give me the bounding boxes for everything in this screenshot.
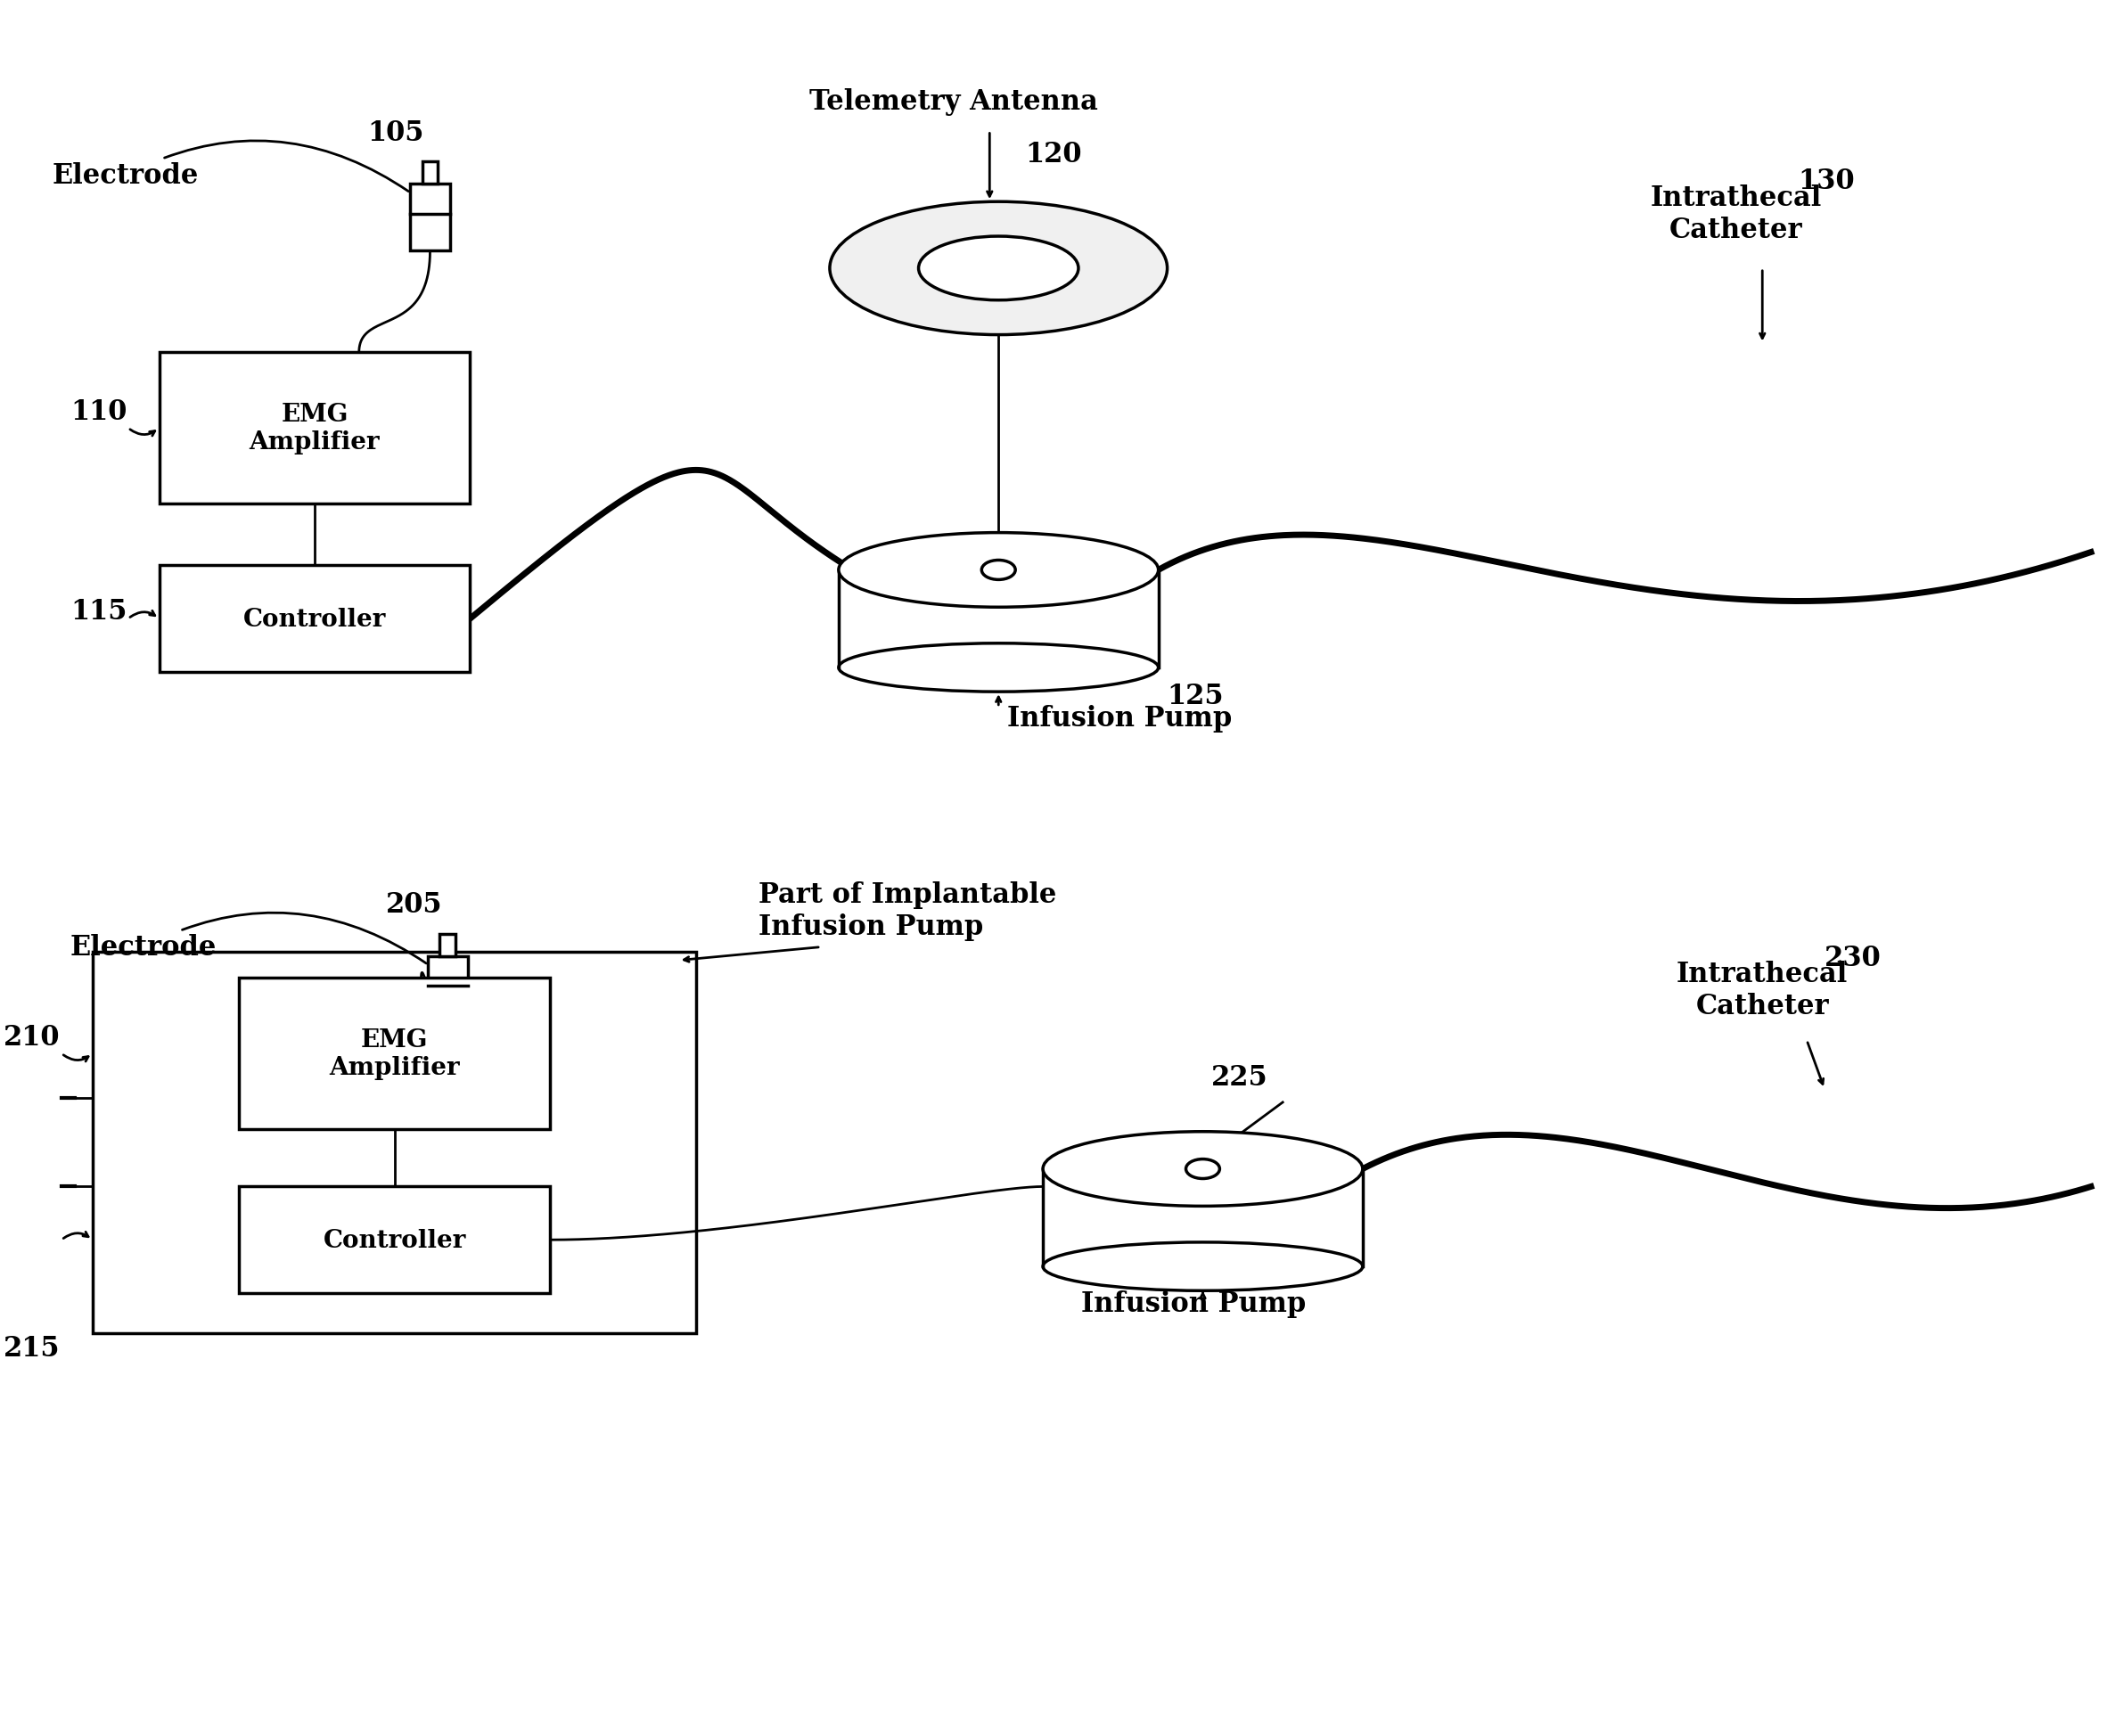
- Bar: [240, 979, 550, 1128]
- Bar: [839, 571, 1158, 668]
- Text: Infusion Pump: Infusion Pump: [1081, 1290, 1306, 1318]
- Text: 225: 225: [1211, 1064, 1268, 1092]
- Ellipse shape: [839, 644, 1158, 693]
- Text: Controller: Controller: [323, 1227, 465, 1252]
- Bar: [427, 957, 467, 1023]
- Text: 105: 105: [367, 120, 425, 146]
- Bar: [1043, 1168, 1364, 1267]
- Bar: [93, 951, 697, 1333]
- Bar: [410, 184, 450, 252]
- Text: Electrode: Electrode: [70, 913, 427, 963]
- Text: Intrathecal
Catheter: Intrathecal Catheter: [1676, 960, 1848, 1021]
- Text: 230: 230: [1825, 944, 1882, 972]
- Text: EMG
Amplifier: EMG Amplifier: [329, 1028, 461, 1080]
- Text: 110: 110: [70, 398, 127, 425]
- Ellipse shape: [1043, 1243, 1364, 1292]
- Text: Controller: Controller: [242, 608, 387, 632]
- Text: 125: 125: [1168, 682, 1223, 710]
- Text: 205: 205: [387, 891, 442, 918]
- Text: Telemetry Antenna: Telemetry Antenna: [809, 89, 1098, 116]
- Text: 120: 120: [1026, 141, 1081, 168]
- Text: 210: 210: [4, 1024, 59, 1052]
- Text: 130: 130: [1797, 168, 1854, 196]
- Ellipse shape: [1043, 1132, 1364, 1207]
- Ellipse shape: [839, 533, 1158, 608]
- Ellipse shape: [1185, 1160, 1219, 1179]
- Ellipse shape: [918, 238, 1079, 300]
- Text: 115: 115: [70, 597, 127, 625]
- Text: Electrode: Electrode: [53, 142, 408, 193]
- Ellipse shape: [830, 203, 1168, 335]
- Ellipse shape: [981, 561, 1015, 580]
- Text: EMG
Amplifier: EMG Amplifier: [249, 403, 380, 455]
- Text: 215: 215: [4, 1333, 59, 1361]
- Text: Part of Implantable
Infusion Pump: Part of Implantable Infusion Pump: [758, 880, 1058, 941]
- Text: Intrathecal
Catheter: Intrathecal Catheter: [1650, 184, 1822, 245]
- Bar: [440, 934, 457, 957]
- Bar: [240, 1187, 550, 1293]
- Bar: [423, 163, 438, 184]
- Bar: [159, 566, 469, 672]
- Bar: [159, 352, 469, 503]
- Text: Infusion Pump: Infusion Pump: [1007, 705, 1232, 733]
